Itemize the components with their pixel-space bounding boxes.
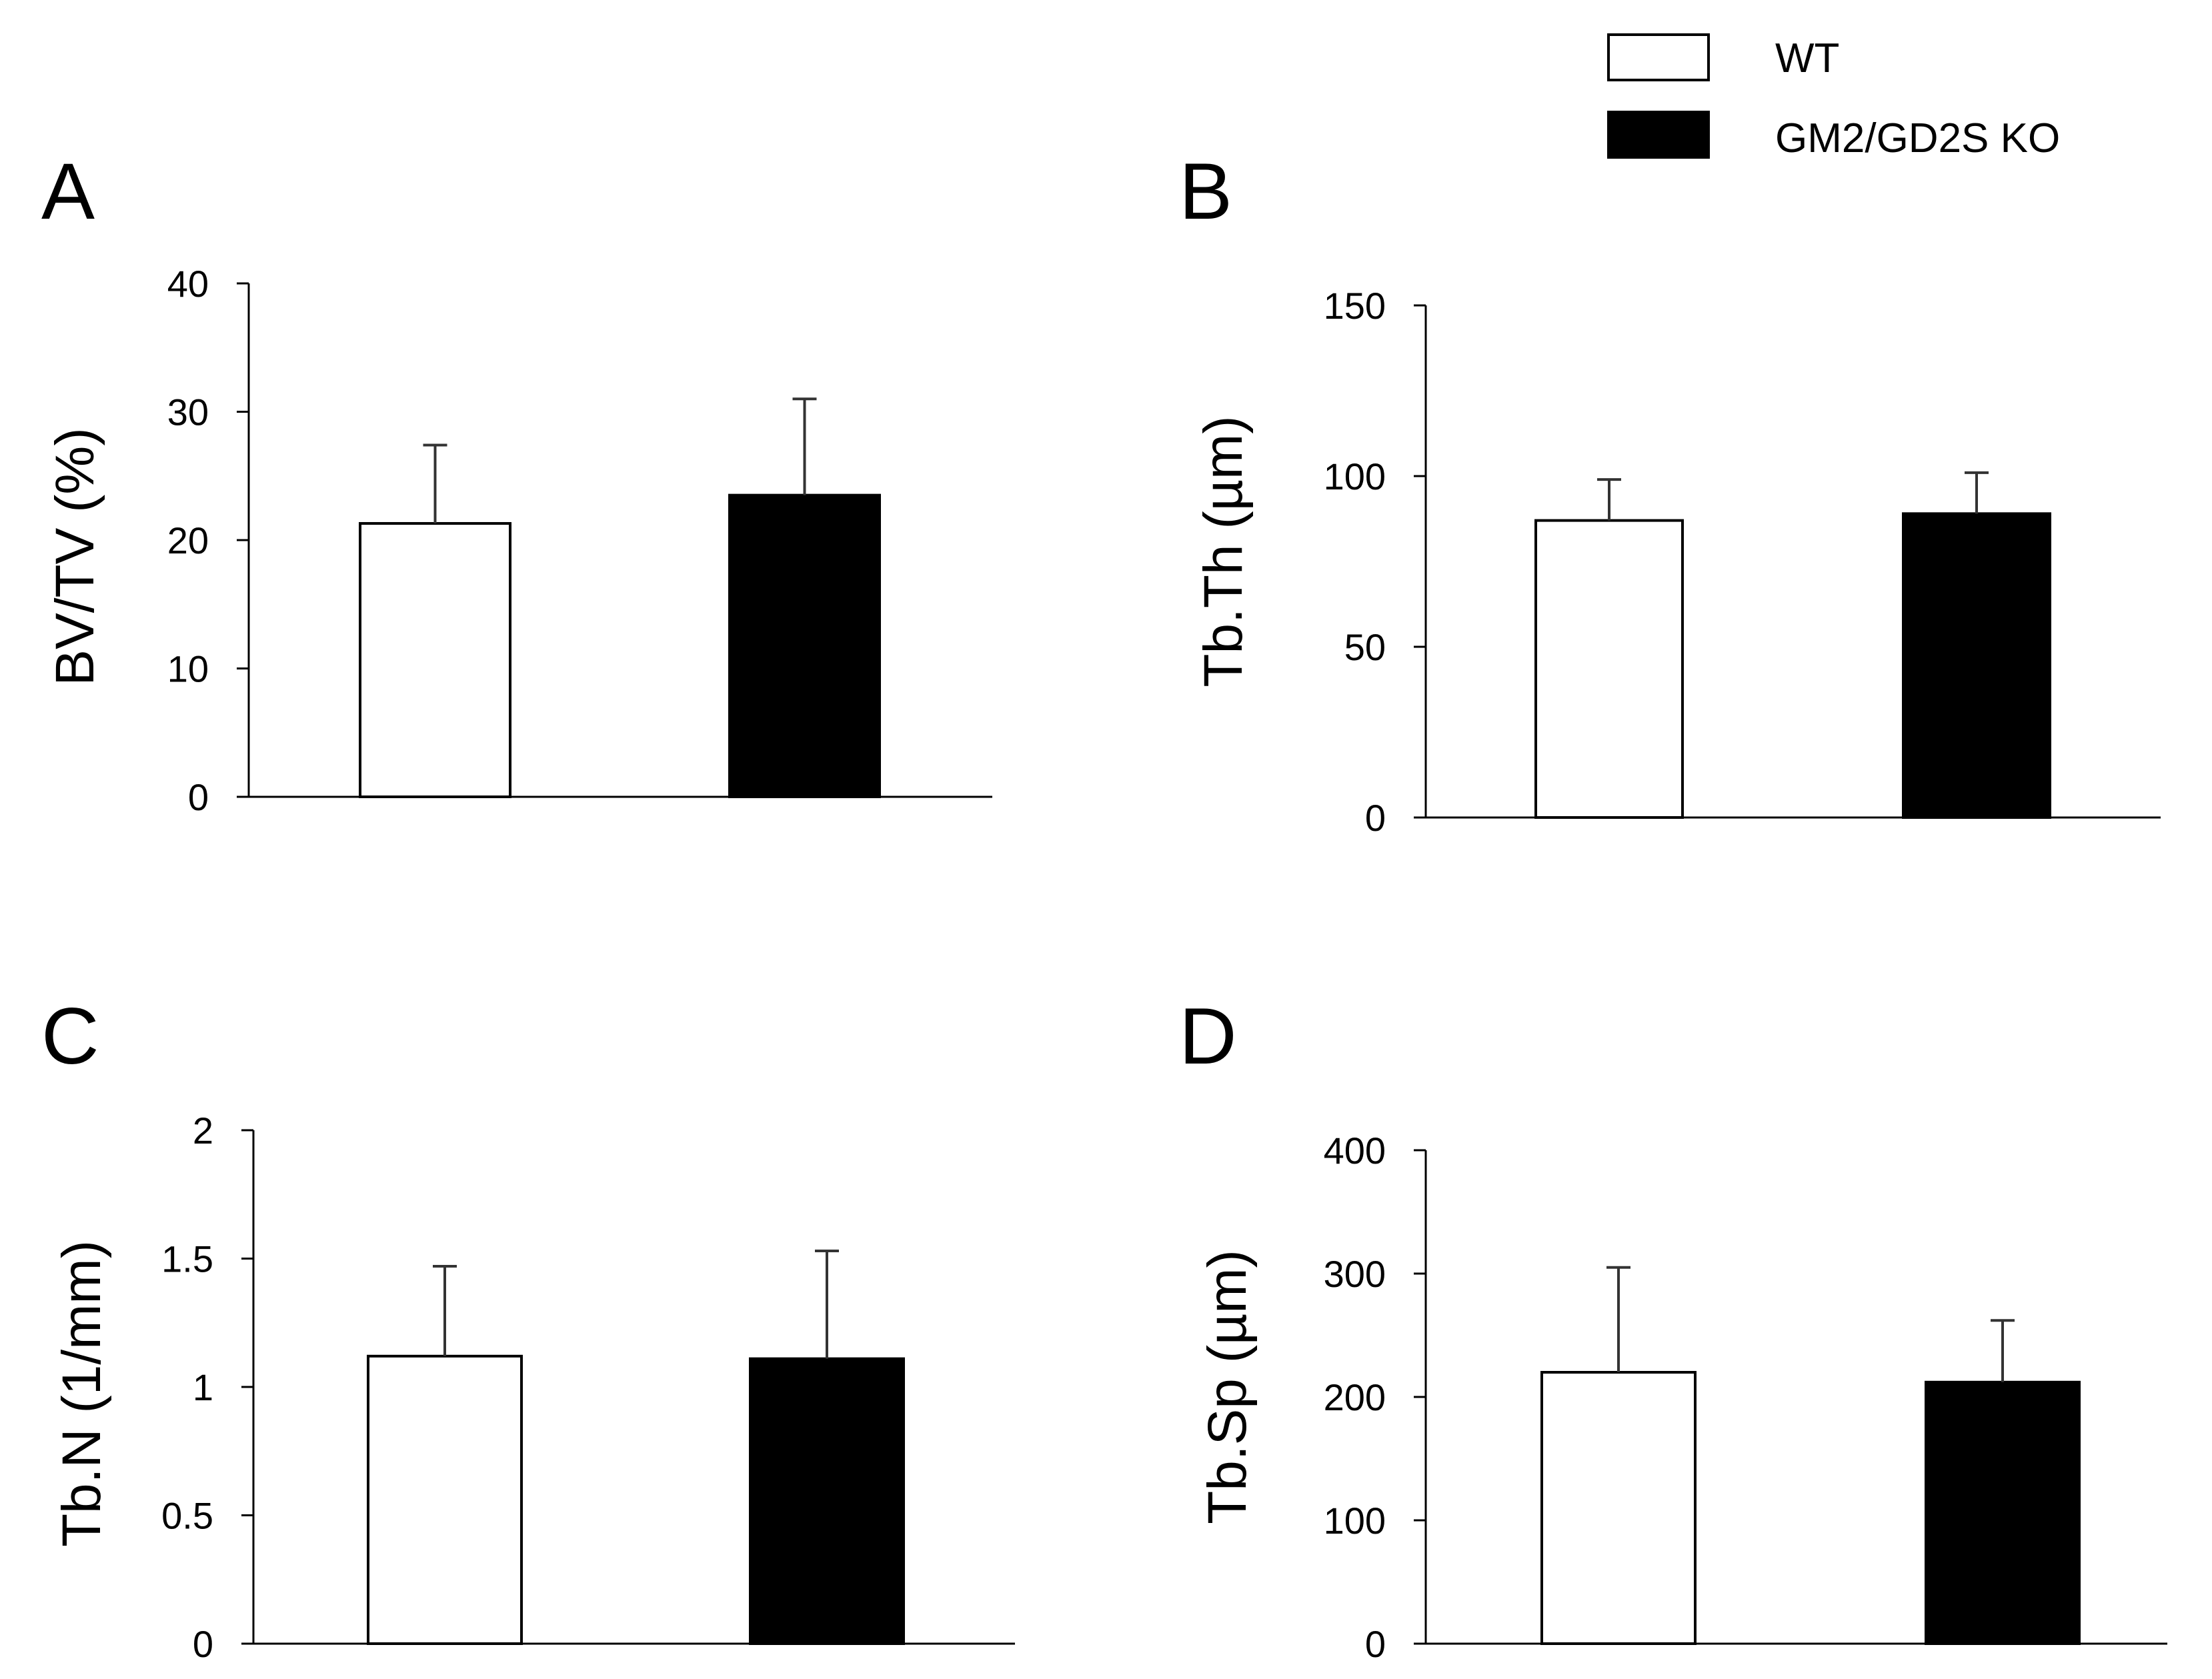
bar-b-wt — [1534, 519, 1684, 819]
panel-letter-a: A — [41, 147, 95, 236]
panel-a: A BV/TV (%) 0 10 20 30 40 — [41, 147, 992, 818]
y-axis-title-c: Tb.N (1/mm) — [51, 1240, 112, 1547]
bar-a-ko — [728, 493, 881, 798]
bar-c-ko — [749, 1357, 905, 1646]
y-tick-label-d-0: 0 — [1365, 1623, 1386, 1665]
y-tick-label-b-3: 150 — [1324, 285, 1386, 327]
panel-b: B Tb.Th (µm) 0 50 100 150 — [1179, 147, 2161, 839]
y-tick-label-b-2: 100 — [1324, 455, 1386, 497]
bar-d-ko — [1925, 1380, 2081, 1646]
y-tick-label-b-0: 0 — [1365, 797, 1386, 839]
panel-c: C Tb.N (1/mm) 0 0.5 1 1.5 2 — [41, 992, 1015, 1665]
y-tick-label-c-1: 0.5 — [161, 1495, 213, 1537]
legend: WT GM2/GD2S KO — [1607, 33, 2060, 161]
legend-swatch-wt — [1607, 33, 1710, 81]
y-tick-label-b-1: 50 — [1344, 626, 1386, 668]
y-tick-label-c-4: 2 — [193, 1110, 213, 1152]
y-tick-label-d-1: 100 — [1324, 1500, 1386, 1542]
y-tick-label-d-4: 400 — [1324, 1130, 1386, 1172]
legend-label-ko: GM2/GD2S KO — [1775, 115, 2060, 161]
panel-letter-d: D — [1179, 992, 1237, 1081]
panel-letter-c: C — [41, 992, 99, 1081]
panel-letter-b: B — [1179, 147, 1232, 236]
y-axis-title-a: BV/TV (%) — [45, 427, 105, 685]
y-tick-label-c-2: 1 — [193, 1366, 213, 1408]
y-tick-label-a-3: 30 — [167, 391, 209, 433]
y-tick-label-a-0: 0 — [188, 776, 209, 818]
bar-c-wt — [367, 1354, 523, 1646]
bar-b-ko — [1902, 512, 2051, 819]
y-tick-label-a-4: 40 — [167, 263, 209, 305]
y-tick-label-c-3: 1.5 — [161, 1238, 213, 1280]
y-tick-label-d-3: 300 — [1324, 1253, 1386, 1295]
bar-a-wt — [359, 521, 511, 798]
y-tick-label-a-1: 10 — [167, 648, 209, 690]
y-tick-label-a-2: 20 — [167, 519, 209, 561]
y-axis-title-d: Tb.Sp (µm) — [1197, 1250, 1258, 1524]
bar-d-wt — [1540, 1371, 1697, 1645]
y-tick-label-d-2: 200 — [1324, 1376, 1386, 1418]
legend-label-wt: WT — [1775, 35, 1839, 81]
y-tick-label-c-0: 0 — [193, 1623, 213, 1665]
legend-swatch-ko — [1607, 111, 1710, 159]
y-axis-title-b: Tb.Th (µm) — [1193, 415, 1254, 687]
panel-d: D Tb.Sp (µm) 0 100 200 300 400 — [1179, 992, 2167, 1665]
